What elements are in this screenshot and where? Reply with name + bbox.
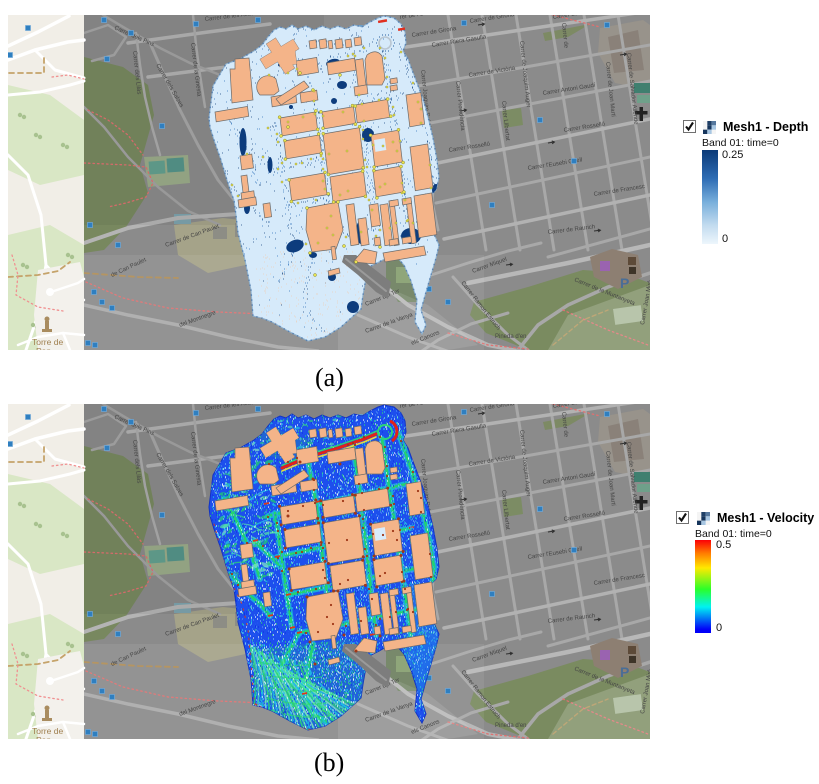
svg-text:rer de l'O: rer de l'O — [399, 400, 424, 410]
svg-text:Carrer de Raurich: Carrer de Raurich — [548, 613, 596, 625]
svg-text:Carrer de Girona: Carrer de Girona — [469, 401, 515, 414]
svg-text:Pineda d'en: Pineda d'en — [495, 723, 527, 729]
svg-text:Torre de: Torre de — [32, 337, 63, 347]
svg-text:Carrer de les Acàcies: Carrer de les Acàcies — [205, 399, 262, 412]
svg-text:Carrer Joan Miró: Carrer Joan Miró — [640, 668, 654, 714]
svg-text:Carrer Llibertat: Carrer Llibertat — [500, 490, 510, 531]
svg-text:Carrer de: Carrer de — [560, 23, 569, 49]
svg-text:rer de l'O: rer de l'O — [399, 11, 424, 21]
svg-text:Carrer de: Carrer de — [560, 412, 569, 438]
svg-text:Carrer de Joan Martí: Carrer de Joan Martí — [604, 62, 616, 118]
svg-text:Carrer de Raurich: Carrer de Raurich — [548, 224, 596, 236]
svg-text:Carrer dels Lilàs: Carrer dels Lilàs — [131, 440, 142, 484]
svg-text:Carrer de: Carrer de — [552, 11, 579, 21]
svg-text:Carrer de Joan Martí: Carrer de Joan Martí — [604, 451, 616, 507]
svg-text:Carrer Joan Miró: Carrer Joan Miró — [640, 279, 654, 325]
svg-text:Pan: Pan — [36, 346, 51, 356]
svg-text:Carrer de les Acàcies: Carrer de les Acàcies — [205, 10, 262, 23]
svg-text:Carrer dels Lilàs: Carrer dels Lilàs — [131, 51, 142, 95]
svg-text:Pan: Pan — [36, 735, 51, 745]
svg-text:Carrer de: Carrer de — [552, 400, 579, 410]
svg-text:Carrer Providència: Carrer Providència — [454, 470, 465, 521]
svg-text:P: P — [620, 275, 629, 291]
svg-text:Torre de: Torre de — [32, 726, 63, 736]
svg-text:P: P — [620, 664, 629, 680]
svg-text:Carrer Providència: Carrer Providència — [454, 81, 465, 132]
svg-text:Carrer Llibertat: Carrer Llibertat — [500, 101, 510, 142]
svg-text:Pineda d'en: Pineda d'en — [495, 334, 527, 340]
svg-text:Carrer de Girona: Carrer de Girona — [469, 12, 515, 25]
